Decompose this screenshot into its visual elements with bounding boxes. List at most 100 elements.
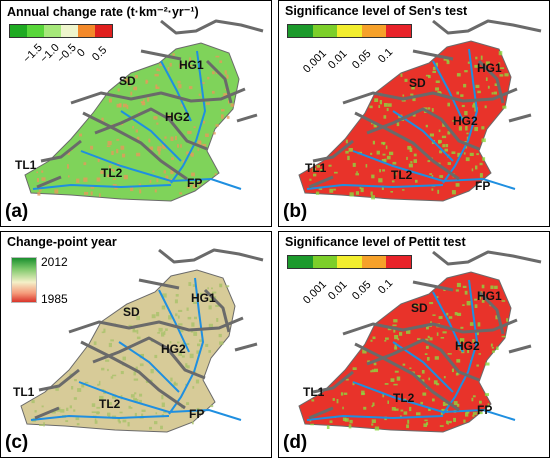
legend-label-top: 2012 [41, 255, 68, 269]
map-pixel [105, 359, 110, 362]
legend-swatch [44, 25, 61, 37]
map-pixel [386, 155, 391, 160]
map-pixel [426, 422, 429, 426]
map-pixel [318, 188, 323, 190]
map-pixel [440, 412, 443, 417]
map-pixel [467, 61, 472, 64]
map-pixel [136, 329, 139, 334]
map-pixel [186, 186, 191, 189]
map-pixel [150, 369, 154, 374]
map-pixel [434, 356, 439, 360]
map-pixel [367, 360, 371, 363]
map-pixel [435, 80, 440, 83]
map-pixel [159, 63, 164, 66]
map-pixel [162, 305, 165, 308]
map-pixel [145, 80, 149, 83]
map-pixel [372, 402, 375, 406]
map-pixel [399, 332, 403, 336]
map-pixel [411, 86, 415, 90]
region-label-tl2: TL2 [99, 397, 121, 411]
legend-swatch [288, 25, 313, 37]
map-pixel [316, 165, 321, 168]
map-pixel [161, 332, 165, 337]
map-pixel [431, 108, 434, 112]
map-pixel [101, 367, 105, 371]
map-pixel [198, 93, 201, 96]
map-pixel [215, 55, 220, 58]
map-pixel [412, 97, 416, 102]
legend-swatch [95, 25, 112, 37]
map-pixel [478, 353, 481, 355]
map-pixel [177, 341, 180, 344]
map-pixel [179, 63, 181, 68]
map-pixel [103, 328, 106, 333]
legend-swatch [288, 256, 313, 268]
map-pixel [140, 101, 145, 103]
map-pixel [328, 164, 332, 167]
map-pixel [435, 87, 439, 91]
map-pixel [429, 173, 433, 175]
map-pixel [67, 164, 69, 169]
map-pixel [415, 179, 418, 183]
map-pixel [107, 402, 112, 405]
map-pixel [477, 90, 481, 94]
map-sen-test-significance [298, 19, 542, 202]
map-pixel [116, 148, 119, 154]
map-pixel [443, 376, 446, 379]
map-pixel [219, 60, 223, 64]
map-pixel [502, 105, 507, 109]
map-pixel [407, 145, 412, 150]
map-pixel [356, 171, 358, 173]
map-pixel [427, 160, 431, 163]
map-pixel [170, 136, 174, 141]
map-pixel [387, 400, 389, 404]
map-pixel [126, 309, 129, 313]
map-pixel [413, 153, 417, 157]
region-label-fp: FP [475, 179, 491, 193]
map-pixel [141, 353, 144, 357]
map-pixel [444, 403, 449, 406]
map-pixel [392, 324, 397, 327]
region-label-fp: FP [187, 176, 203, 190]
map-pixel [73, 409, 76, 412]
map-pixel [74, 379, 77, 382]
region-label-tl1: TL1 [15, 158, 37, 172]
map-pixel [161, 395, 164, 400]
map-pixel [100, 170, 104, 174]
map-pixel [123, 174, 128, 180]
map-pixel [441, 135, 447, 139]
map-pixel [139, 189, 142, 194]
map-pixel [175, 313, 178, 317]
map-pixel [436, 296, 439, 298]
map-pixel [68, 175, 70, 178]
river [32, 50, 242, 190]
map-pixel [393, 319, 398, 323]
map-pixel [197, 140, 202, 145]
map-pixel [360, 187, 364, 193]
map-pixel [438, 316, 443, 319]
map-pixel [464, 290, 468, 295]
map-pixel [133, 378, 139, 381]
map-pixel [454, 312, 458, 316]
legend-swatch [78, 25, 95, 37]
map-pixel [117, 417, 120, 422]
map-pixel [446, 312, 449, 316]
map-pixel [416, 412, 421, 416]
map-pixel [38, 187, 42, 192]
map-pixel [71, 386, 74, 390]
map-pixel [436, 383, 440, 386]
map-pixel [91, 403, 96, 407]
map-pixel [475, 56, 478, 60]
map-pixel [446, 420, 448, 424]
map-pixel [91, 411, 97, 413]
map-pixel [370, 152, 373, 155]
map-pixel [191, 322, 195, 327]
map-pixel [402, 94, 405, 97]
map-pixel [219, 341, 224, 345]
map-pixel [371, 405, 374, 408]
map-pixel [336, 399, 339, 404]
map-pixel [96, 411, 99, 415]
map-pixel [371, 195, 375, 200]
map-pixel [504, 73, 509, 77]
map-pixel [451, 368, 454, 373]
